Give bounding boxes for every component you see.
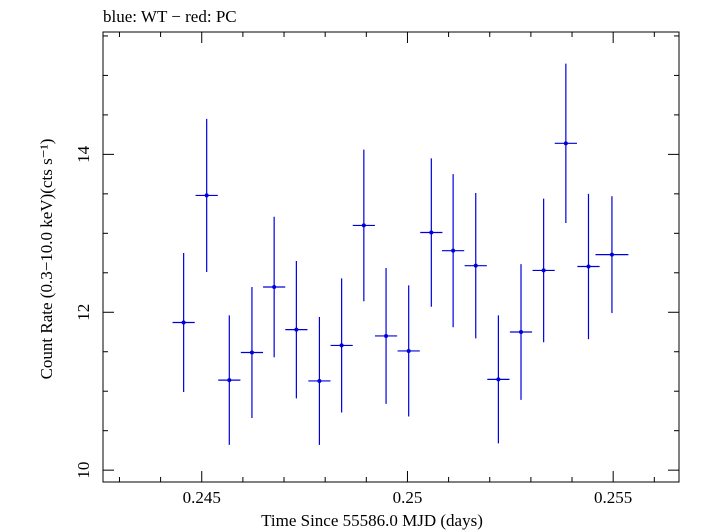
data-marker: [204, 193, 209, 198]
x-tick-label: 0.25: [393, 488, 423, 507]
data-marker: [406, 348, 411, 353]
y-tick-label: 12: [74, 304, 93, 321]
y-tick-label: 10: [74, 462, 93, 479]
data-marker: [451, 248, 456, 253]
data-marker: [519, 330, 524, 334]
data-point: [577, 193, 600, 340]
data-marker: [563, 141, 568, 146]
data-point: [263, 216, 286, 358]
data-marker: [609, 252, 614, 257]
plot-frame: [102, 31, 680, 483]
data-points: [172, 63, 629, 445]
data-point: [420, 158, 443, 307]
axis-tick-labels: 0.245 0.25 0.255 10 12 14: [74, 145, 632, 507]
data-point: [172, 253, 195, 392]
data-marker: [429, 230, 434, 235]
y-tick-label: 14: [74, 145, 93, 163]
data-point: [285, 260, 308, 399]
data-marker: [361, 223, 366, 228]
data-point: [487, 315, 510, 444]
x-tick-label: 0.245: [183, 488, 221, 507]
data-point: [397, 285, 420, 417]
data-point: [554, 63, 577, 224]
data-point: [240, 287, 264, 419]
data-point: [509, 264, 533, 400]
data-point: [464, 193, 487, 339]
data-point: [352, 149, 375, 302]
data-marker: [586, 264, 591, 269]
axis-ticks: [103, 32, 679, 482]
data-marker: [294, 327, 299, 332]
data-marker: [496, 377, 501, 382]
data-point: [532, 198, 555, 343]
data-marker: [249, 350, 254, 355]
data-point: [374, 268, 398, 404]
data-point: [442, 174, 465, 328]
data-marker: [181, 320, 186, 325]
data-point: [218, 315, 241, 445]
data-marker: [317, 378, 322, 383]
chart-title: blue: WT − red: PC: [103, 7, 237, 26]
data-point: [330, 278, 353, 413]
x-axis-label: Time Since 55586.0 MJD (days): [261, 511, 483, 530]
data-point: [308, 317, 331, 445]
data-marker: [473, 263, 478, 268]
data-marker: [339, 343, 344, 348]
data-point: [195, 118, 218, 272]
data-marker: [541, 268, 546, 273]
x-tick-label: 0.255: [594, 488, 632, 507]
data-marker: [384, 333, 389, 338]
data-marker: [227, 378, 232, 383]
y-axis-label: Count Rate (0.3−10.0 keV)(cts s⁻¹): [37, 139, 56, 380]
data-point: [595, 196, 629, 314]
data-marker: [272, 285, 277, 289]
